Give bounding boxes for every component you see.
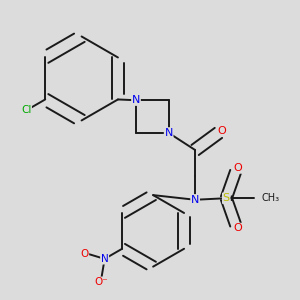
Text: O: O [234, 163, 242, 173]
Text: Cl: Cl [21, 105, 31, 115]
Text: S: S [223, 193, 230, 203]
Text: N: N [132, 95, 140, 105]
Text: N: N [101, 254, 109, 264]
Text: CH₃: CH₃ [262, 193, 280, 203]
Text: N: N [164, 128, 173, 138]
Text: N: N [191, 195, 199, 205]
Text: O: O [217, 126, 226, 136]
Text: O⁻: O⁻ [94, 277, 108, 287]
Text: O: O [80, 249, 88, 259]
Text: O: O [234, 224, 242, 233]
